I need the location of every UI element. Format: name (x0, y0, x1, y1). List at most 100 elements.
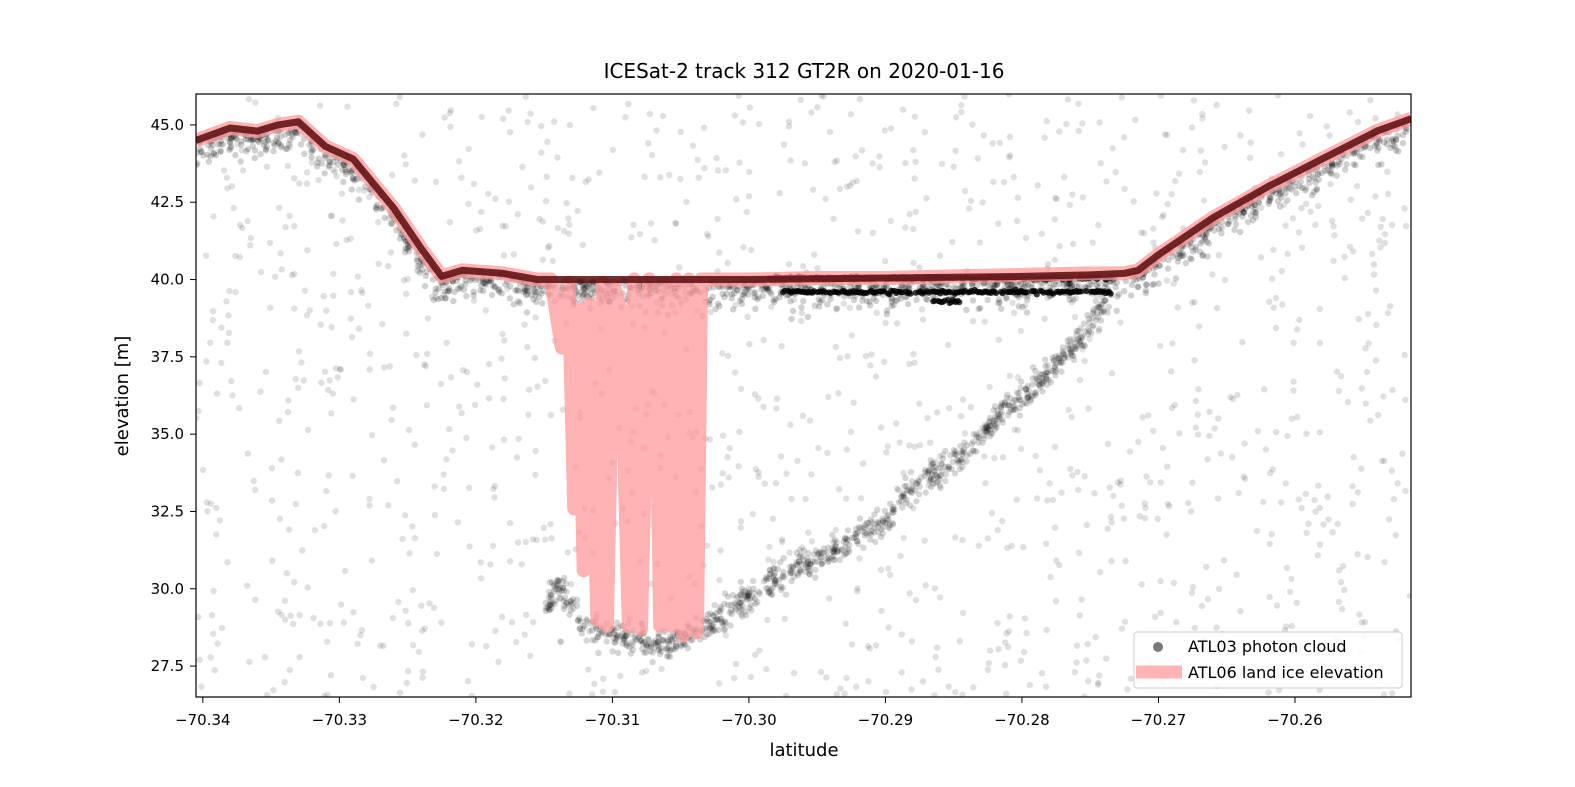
photon-point (639, 640, 646, 647)
photon-point (485, 190, 492, 197)
photon-point (1297, 178, 1304, 185)
photon-point (209, 141, 216, 149)
photon-point (803, 564, 810, 571)
photon-point (402, 512, 409, 519)
photon-point (860, 524, 867, 531)
photon-point (593, 625, 600, 633)
photon-point (716, 577, 723, 584)
photon-point (355, 196, 363, 203)
photon-point (1296, 316, 1303, 324)
photon-point (352, 176, 359, 183)
photon-point (1191, 298, 1198, 306)
photon-point (993, 281, 1001, 289)
photon-point (594, 634, 601, 641)
photon-point (278, 266, 285, 273)
photon-point (850, 399, 857, 406)
photon-point (910, 146, 917, 154)
photon-point (1272, 294, 1280, 302)
photon-point (447, 123, 454, 131)
photon-point (912, 597, 920, 604)
photon-point (238, 141, 245, 148)
photon-point (1005, 402, 1013, 409)
photon-point (932, 471, 939, 478)
photon-point (500, 115, 507, 122)
photon-point (799, 412, 807, 419)
photon-point (268, 465, 275, 472)
photon-point (574, 207, 581, 215)
photon-point (956, 638, 963, 645)
photon-point (938, 461, 945, 468)
photon-point (1269, 275, 1276, 282)
photon-point (984, 424, 992, 431)
photon-point (986, 422, 993, 429)
photon-point (1198, 602, 1206, 610)
photon-point (530, 296, 537, 303)
photon-point (961, 439, 968, 446)
photon-point (1306, 112, 1314, 120)
photon-point (1081, 473, 1088, 480)
photon-point (1072, 295, 1080, 302)
photon-point (1010, 402, 1017, 410)
photon-point (832, 543, 839, 550)
photon-point (1324, 493, 1331, 500)
photon-point (1267, 195, 1274, 202)
photon-point (1284, 432, 1291, 440)
photon-point (881, 519, 889, 527)
photon-point (413, 351, 420, 359)
photon-point (1023, 394, 1031, 401)
photon-point (1233, 571, 1240, 578)
photon-point (374, 201, 381, 209)
photon-point (506, 558, 514, 565)
photon-point (1402, 222, 1410, 230)
photon-point (260, 141, 267, 149)
photon-point (796, 553, 803, 561)
photon-point (568, 581, 575, 588)
photon-point (213, 504, 220, 512)
photon-point (247, 242, 254, 249)
photon-point (883, 449, 890, 456)
photon-point (931, 468, 938, 475)
photon-point (1303, 430, 1310, 437)
photon-point (785, 123, 793, 130)
photon-point (1103, 655, 1110, 662)
photon-point (949, 458, 956, 466)
photon-point (970, 431, 977, 438)
photon-point (1019, 303, 1026, 311)
photon-point (1107, 290, 1114, 297)
photon-point (1060, 350, 1068, 358)
photon-point (763, 576, 770, 583)
photon-point (516, 299, 523, 307)
photon-point (808, 471, 815, 478)
photon-point (1386, 303, 1394, 310)
photon-point (525, 287, 532, 294)
photon-point (208, 611, 216, 619)
photon-point (1041, 134, 1048, 141)
photon-point (325, 163, 332, 170)
photon-point (561, 574, 568, 582)
y-tick-label: 45.0 (151, 116, 184, 134)
photon-point (552, 586, 559, 593)
photon-point (740, 243, 747, 251)
photon-point (266, 239, 274, 247)
photon-point (967, 450, 974, 457)
photon-point (932, 479, 940, 487)
photon-point (839, 546, 846, 553)
photon-point (1164, 500, 1172, 508)
photon-point (1286, 588, 1294, 596)
photon-point (706, 301, 713, 308)
photon-point (238, 147, 245, 154)
photon-point (1335, 387, 1343, 395)
photon-point (522, 94, 529, 100)
photon-point (850, 534, 858, 541)
photon-point (825, 393, 832, 401)
photon-point (672, 645, 679, 653)
photon-point (559, 578, 566, 585)
photon-point (381, 364, 388, 371)
photon-point (777, 583, 784, 590)
photon-point (939, 451, 947, 458)
photon-point (1316, 541, 1324, 548)
photon-point (291, 223, 298, 230)
photon-point (879, 523, 887, 531)
photon-point (752, 600, 759, 607)
photon-point (278, 142, 285, 149)
